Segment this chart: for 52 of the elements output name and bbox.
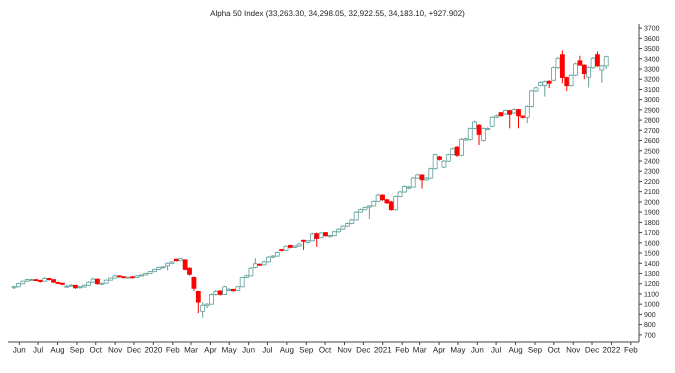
candlestick — [314, 232, 320, 248]
candlestick — [454, 146, 460, 158]
x-tick-label: Aug — [50, 346, 65, 355]
x-tick-label: Nov — [108, 346, 122, 355]
candlestick — [222, 285, 228, 296]
candlestick — [481, 126, 486, 142]
x-tick-label: Mar — [184, 346, 198, 355]
x-tick-label: Jun — [242, 346, 256, 355]
x-tick-label: Feb — [166, 346, 180, 355]
x-tick-label: Mar — [412, 346, 427, 355]
candlestick — [192, 276, 196, 292]
x-tick-label: Nov — [566, 346, 580, 355]
x-tick-label: Sep — [528, 346, 543, 355]
candlestick — [490, 116, 495, 128]
candlestick — [542, 80, 548, 98]
x-tick-label: Nov — [337, 346, 352, 355]
candlestick — [388, 200, 394, 212]
x-tick-label: Jul — [32, 346, 44, 355]
x-tick-label: Dec — [126, 346, 142, 355]
x-tick-label: May — [450, 346, 466, 355]
x-tick-label: Feb — [395, 346, 410, 355]
x-tick-label: 2022 — [602, 346, 621, 355]
candlestick — [301, 239, 306, 250]
x-tick-label: Feb — [624, 346, 638, 355]
candlestick — [595, 50, 600, 68]
candlestick — [196, 290, 201, 314]
x-tick-label: 2020 — [144, 346, 163, 355]
chart-title: Alpha 50 Index (33,263.30, 34,298.05, 32,922.55, 34,183.10, +927.902) — [209, 8, 466, 20]
candlestick — [354, 210, 359, 221]
x-tick-label: Jul — [262, 346, 273, 355]
x-tick-label: Oct — [318, 346, 332, 355]
candlestick — [420, 174, 424, 190]
x-tick-label: May — [222, 346, 237, 355]
x-tick-label: Apr — [432, 346, 446, 355]
x-tick-label: Sep — [70, 346, 85, 355]
x-tick-label: Dec — [584, 346, 600, 355]
candlestick — [476, 124, 482, 146]
x-tick-label: 2021 — [374, 346, 392, 355]
x-tick-label: Apr — [204, 346, 217, 355]
x-tick-label: Jun — [12, 346, 26, 355]
x-tick-label: Oct — [548, 346, 561, 355]
x-tick-label: Sep — [299, 346, 314, 355]
x-tick-label: Jul — [491, 346, 502, 355]
candlestick — [240, 276, 245, 288]
x-tick-label: Aug — [508, 346, 523, 355]
x-tick-label: Aug — [280, 346, 294, 355]
x-tick-label: Dec — [356, 346, 370, 355]
x-tick-label: Oct — [90, 346, 103, 355]
candlestick — [393, 195, 398, 212]
candlestick — [516, 108, 521, 129]
candlestick — [366, 204, 372, 220]
x-tick-label: Jun — [470, 346, 484, 355]
